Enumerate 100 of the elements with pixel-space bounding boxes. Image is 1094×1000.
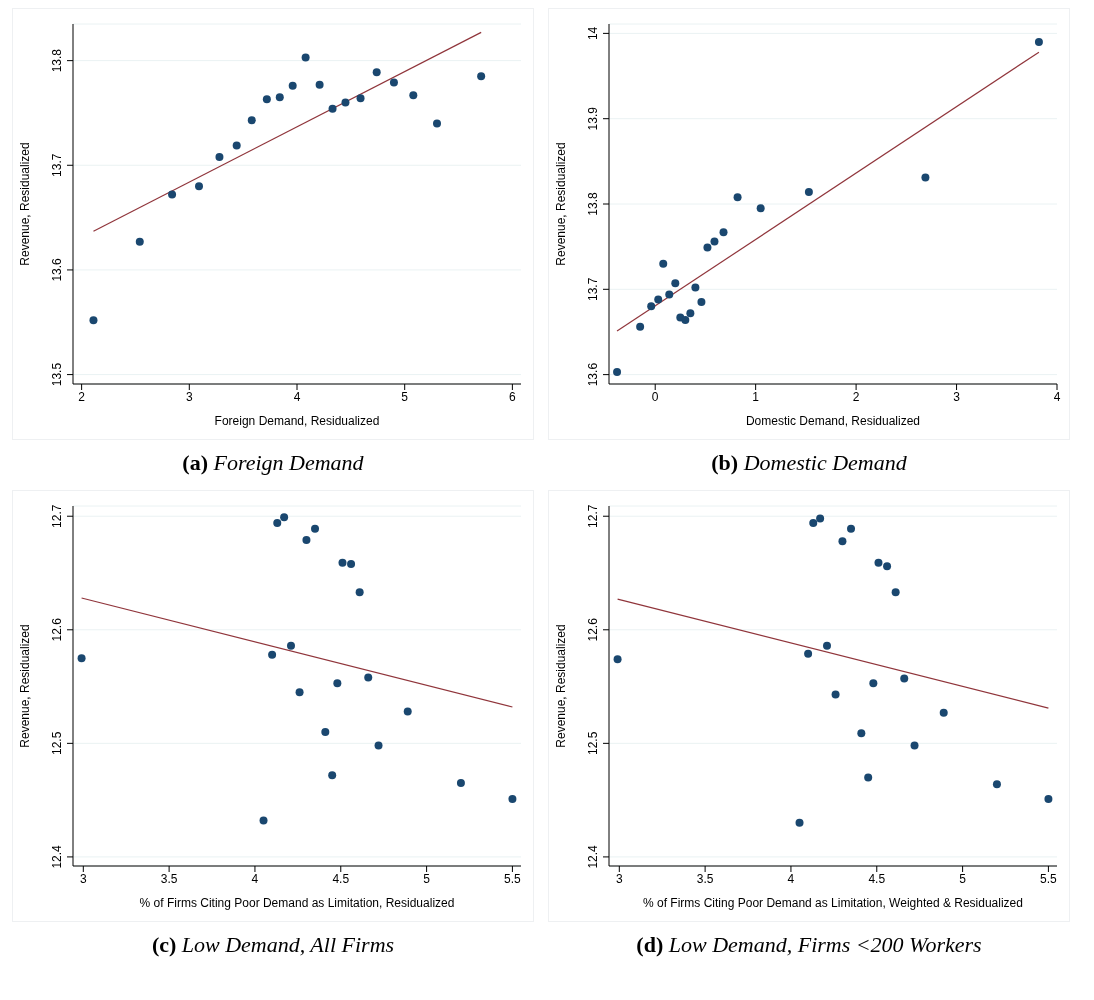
- point: [275, 93, 284, 102]
- point: [389, 78, 398, 87]
- point: [288, 81, 297, 90]
- point: [671, 279, 680, 288]
- x-tick-label: 3: [953, 389, 961, 404]
- x-tick-label: 0: [651, 389, 659, 404]
- y-axis-title: Revenue, Residualized: [554, 624, 569, 748]
- point: [756, 204, 765, 213]
- point: [311, 524, 320, 533]
- point: [910, 741, 919, 750]
- point: [259, 816, 268, 825]
- x-tick-label: 3: [615, 871, 623, 886]
- point: [456, 779, 465, 788]
- point: [338, 558, 347, 567]
- point: [301, 53, 310, 62]
- point: [321, 727, 330, 736]
- point: [921, 173, 930, 182]
- x-tick-label: 4.5: [332, 871, 350, 886]
- x-axis-title: Domestic Demand, Residualized: [745, 414, 921, 428]
- point: [508, 795, 517, 803]
- x-axis-title: Foreign Demand, Residualized: [214, 414, 380, 428]
- y-tick-label: 13.6: [586, 362, 600, 387]
- text: (a) Foreign Demand: [182, 450, 364, 475]
- y-tick-label: 13.9: [586, 106, 600, 131]
- x-tick-label: 4.5: [868, 871, 886, 886]
- x-tick-label: 3: [79, 871, 87, 886]
- x-tick-label: 4: [293, 389, 301, 404]
- point: [374, 741, 383, 750]
- x-tick-label: 3.5: [160, 871, 178, 886]
- point: [691, 283, 700, 292]
- point: [874, 558, 883, 567]
- point: [477, 72, 486, 81]
- point: [857, 729, 866, 738]
- y-tick-label: 12.6: [50, 617, 64, 642]
- x-axis-title: % of Firms Citing Poor Demand as Limitation, Residualized: [139, 896, 455, 910]
- text: (b) Domestic Demand: [711, 450, 907, 475]
- x-tick-label: 3.5: [696, 871, 714, 886]
- point: [822, 641, 831, 650]
- point: [804, 649, 813, 658]
- point: [816, 514, 825, 523]
- point: [403, 707, 412, 716]
- x-tick-label: 1: [752, 389, 760, 404]
- x-tick-label: 5: [959, 871, 967, 886]
- point: [268, 650, 277, 659]
- point: [681, 316, 690, 325]
- point: [215, 152, 224, 161]
- point: [247, 116, 256, 125]
- point: [733, 193, 742, 202]
- point: [719, 228, 728, 237]
- y-tick-label: 13.5: [50, 362, 64, 387]
- point: [804, 188, 813, 197]
- y-tick-label: 13.7: [50, 153, 64, 177]
- point: [341, 98, 350, 107]
- y-tick-label: 12.5: [586, 731, 600, 756]
- text: (d) Low Demand, Firms <200 Workers: [636, 932, 982, 957]
- y-axis-title: Revenue, Residualized: [18, 142, 33, 266]
- point: [347, 559, 356, 568]
- point: [409, 91, 418, 100]
- point: [1034, 37, 1043, 46]
- point: [613, 368, 622, 377]
- point: [328, 104, 337, 113]
- point: [659, 259, 668, 268]
- point: [89, 316, 98, 325]
- point: [286, 641, 295, 650]
- y-tick-label: 13.6: [50, 257, 64, 282]
- x-tick-label: 6: [509, 389, 517, 404]
- point: [891, 588, 900, 597]
- x-tick-label: 4: [1053, 389, 1061, 404]
- point: [939, 708, 948, 717]
- y-tick-label: 12.7: [50, 504, 64, 528]
- point: [831, 690, 840, 699]
- point: [364, 673, 373, 682]
- point: [665, 290, 674, 299]
- x-tick-label: 3: [185, 389, 193, 404]
- point: [809, 519, 818, 528]
- point: [328, 771, 337, 780]
- point: [433, 119, 441, 128]
- point: [232, 141, 241, 150]
- point: [697, 298, 706, 307]
- point: [647, 302, 656, 311]
- point: [168, 190, 177, 199]
- x-tick-label: 4: [787, 871, 795, 886]
- x-tick-label: 4: [251, 871, 259, 886]
- point: [636, 322, 645, 331]
- y-axis-title: Revenue, Residualized: [554, 142, 569, 266]
- point: [356, 94, 365, 103]
- point: [686, 309, 695, 318]
- point: [864, 773, 873, 782]
- point: [838, 537, 847, 546]
- x-tick-label: 5.5: [1040, 871, 1058, 886]
- y-tick-label: 13.8: [586, 192, 600, 216]
- point: [77, 654, 86, 663]
- y-tick-label: 12.6: [586, 617, 600, 642]
- x-tick-label: 2: [78, 389, 86, 404]
- y-tick-label: 13.7: [586, 277, 600, 301]
- x-tick-label: 5.5: [504, 871, 522, 886]
- point: [135, 237, 144, 246]
- y-tick-label: 12.7: [586, 504, 600, 528]
- point: [372, 68, 381, 77]
- y-tick-label: 12.5: [50, 731, 64, 756]
